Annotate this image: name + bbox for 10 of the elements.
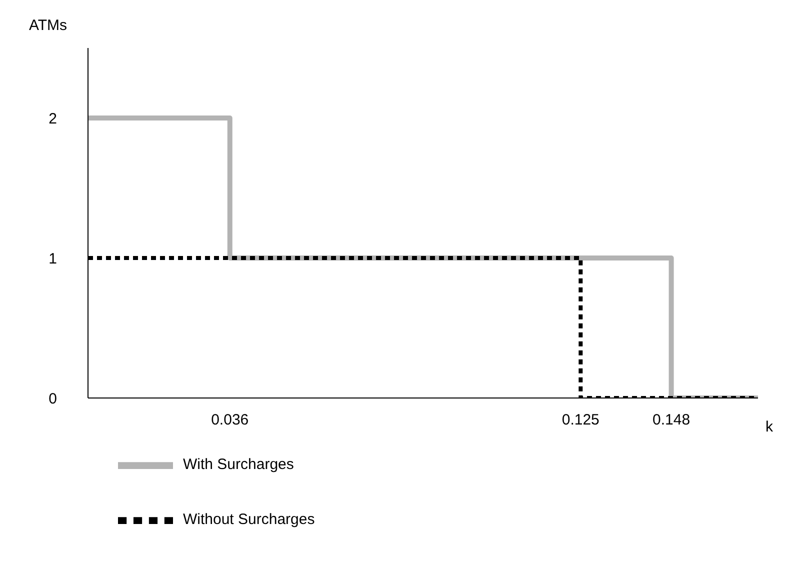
legend-label: With Surcharges <box>183 456 294 474</box>
x-tick-label: 0.148 <box>652 412 690 429</box>
y-tick-label: 1 <box>48 250 57 268</box>
y-tick-label: 0 <box>48 390 57 408</box>
x-tick-label: 0.125 <box>562 412 600 429</box>
y-tick-label: 2 <box>48 110 57 128</box>
y-axis-title: ATMs <box>28 17 68 34</box>
x-tick-label: 0.036 <box>211 412 249 429</box>
x-axis-title: k <box>766 418 774 436</box>
legend-label: Without Surcharges <box>183 511 315 528</box>
